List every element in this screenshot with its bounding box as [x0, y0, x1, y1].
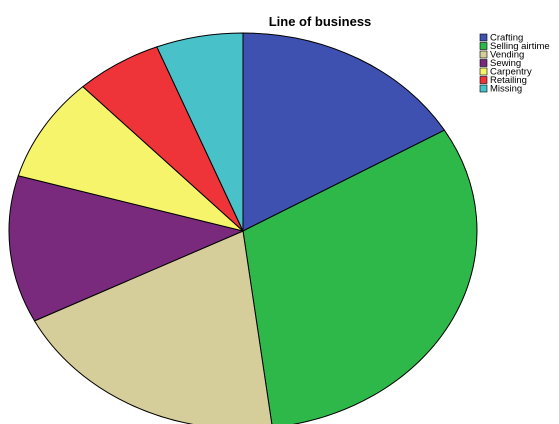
legend-item: Carpentry [479, 67, 532, 78]
legend-item: Selling airtime [479, 41, 550, 52]
legend-label: Crafting [490, 33, 523, 44]
legend-label: Carpentry [490, 67, 532, 78]
pie-slice-carpentry [17, 86, 244, 232]
legend-swatch [479, 50, 488, 59]
pie-slice-vending [34, 230, 273, 424]
legend-swatch [479, 84, 488, 93]
legend-item: Vending [479, 50, 524, 61]
pie-slice-selling-airtime [242, 129, 478, 424]
legend-label: Sewing [490, 58, 521, 69]
legend-label: Retailing [490, 75, 527, 86]
legend-swatch [479, 67, 488, 76]
legend-item: Retailing [479, 75, 527, 86]
pie-slice-sewing [8, 175, 244, 322]
legend-swatch [479, 59, 488, 67]
pie-slice-crafting [242, 32, 445, 232]
legend-label: Selling airtime [490, 41, 550, 52]
legend-label: Vending [490, 50, 524, 61]
legend-item: Sewing [479, 58, 521, 69]
legend-swatch [479, 33, 488, 42]
chart-title: Line of business [269, 14, 372, 29]
legend-item: Missing [479, 84, 522, 95]
legend-item: Crafting [479, 33, 523, 44]
pie-slice-missing [156, 32, 244, 232]
legend-label: Missing [490, 84, 522, 95]
legend-swatch [479, 76, 488, 84]
legend-swatch [479, 42, 488, 50]
pie-slices [8, 32, 478, 424]
